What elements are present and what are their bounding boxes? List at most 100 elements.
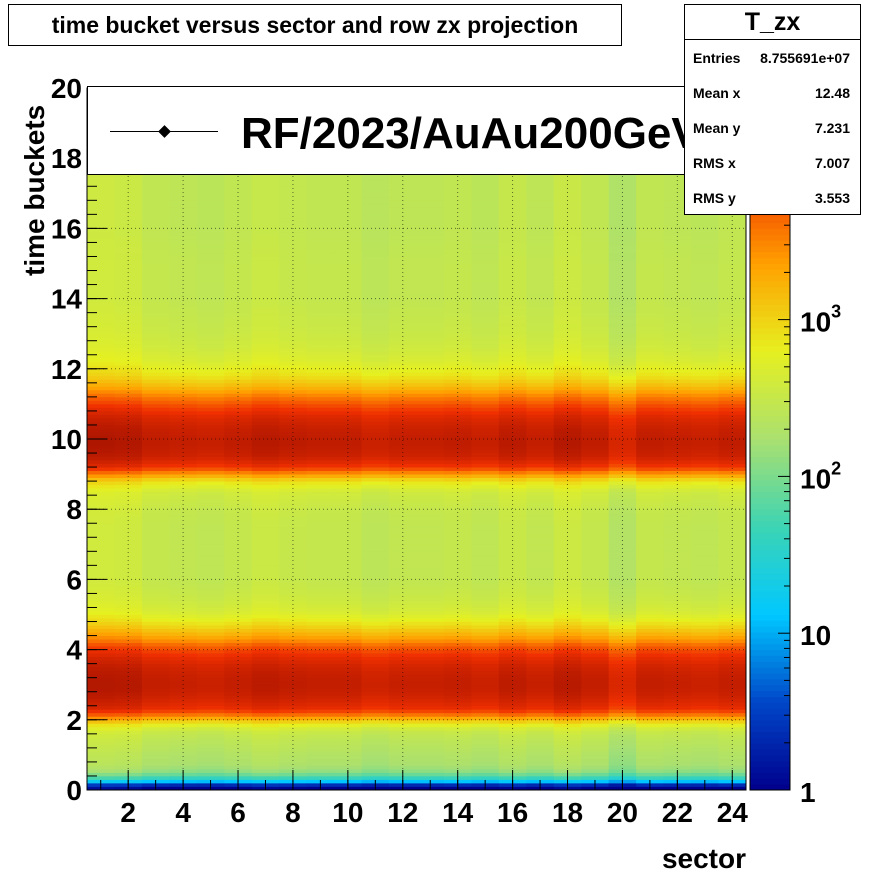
heatmap-cell (608, 495, 637, 500)
heatmap-cell (196, 610, 225, 615)
heatmap-cell (553, 347, 582, 352)
heatmap-cell (196, 277, 225, 282)
heatmap-cell (416, 610, 445, 615)
heatmap-cell (224, 589, 253, 594)
heatmap-cell (608, 203, 637, 208)
heatmap-cell (581, 593, 610, 598)
heatmap-cell (361, 607, 390, 612)
heatmap-cell (87, 726, 115, 731)
heatmap-cell (608, 417, 637, 422)
heatmap-cell (663, 235, 692, 240)
heatmap-cell (718, 344, 747, 349)
heatmap-cell (87, 632, 115, 636)
heatmap-cell (691, 593, 719, 598)
heatmap-cell (581, 747, 610, 752)
heatmap-cell (361, 375, 390, 380)
heatmap-cell (251, 347, 280, 352)
heatmap-cell (114, 259, 143, 264)
heatmap-cell (251, 446, 280, 450)
heatmap-cell (553, 593, 582, 598)
heatmap-cell (306, 386, 335, 391)
heatmap-cell (526, 660, 555, 665)
heatmap-cell (498, 224, 527, 229)
heatmap-cell (691, 312, 719, 317)
heatmap-cell (389, 621, 417, 626)
heatmap-cell (334, 744, 362, 749)
heatmap-cell (361, 568, 390, 573)
heatmap-cell (361, 330, 390, 335)
heatmap-cell (169, 505, 198, 510)
palette-swatch (750, 550, 790, 557)
heatmap-cell (389, 224, 417, 229)
heatmap-cell (663, 751, 692, 756)
heatmap-cell (691, 677, 719, 682)
heatmap-cell (718, 365, 747, 370)
heatmap-cell (636, 361, 665, 366)
heatmap-cell (306, 463, 335, 468)
heatmap-cell (471, 203, 500, 208)
heatmap-cell (361, 417, 390, 422)
heatmap-cell (87, 488, 115, 493)
heatmap-cell (416, 312, 445, 317)
heatmap-cell (718, 635, 747, 640)
heatmap-cell (416, 614, 445, 619)
heatmap-cell (691, 403, 719, 408)
heatmap-cell (526, 295, 555, 299)
heatmap-cell (306, 695, 335, 700)
heatmap-cell (87, 470, 115, 475)
y-tick-label: 16 (51, 213, 82, 244)
heatmap-cell (361, 709, 390, 714)
heatmap-cell (691, 368, 719, 373)
heatmap-cell (471, 740, 500, 745)
heatmap-cell (361, 491, 390, 496)
heatmap-cell (169, 639, 198, 643)
heatmap-cell (141, 491, 170, 496)
heatmap-cell (251, 649, 280, 654)
heatmap-cell (498, 603, 527, 608)
heatmap-cell (251, 323, 280, 328)
heatmap-cell (306, 228, 335, 233)
heatmap-cell (498, 600, 527, 605)
heatmap-cell (251, 281, 280, 285)
heatmap-cell (498, 400, 527, 405)
heatmap-cell (87, 625, 115, 629)
heatmap-cell (553, 309, 582, 314)
heatmap-cell (553, 417, 582, 422)
heatmap-cell (169, 407, 198, 412)
heatmap-cell (87, 424, 115, 429)
heatmap-cell (87, 267, 115, 271)
heatmap-cell (718, 291, 747, 296)
heatmap-cell (251, 740, 280, 745)
heatmap-cell (498, 737, 527, 742)
heatmap-cell (334, 667, 362, 672)
heatmap-cell (114, 519, 143, 524)
heatmap-cell (636, 456, 665, 461)
heatmap-cell (443, 660, 472, 665)
heatmap-cell (334, 639, 362, 643)
heatmap-cell (526, 456, 555, 461)
heatmap-cell (224, 252, 253, 257)
heatmap-cell (334, 340, 362, 345)
heatmap-cell (279, 568, 308, 573)
heatmap-cell (169, 705, 198, 710)
heatmap-cell (87, 403, 115, 408)
heatmap-cell (416, 677, 445, 682)
heatmap-cell (361, 238, 390, 243)
heatmap-cell (169, 337, 198, 342)
heatmap-cell (526, 667, 555, 672)
heatmap-cell (169, 365, 198, 370)
heatmap-cell (636, 245, 665, 250)
heatmap-cell (279, 207, 308, 212)
heatmap-cell (691, 491, 719, 496)
heatmap-cell (251, 231, 280, 236)
heatmap-cell (169, 295, 198, 299)
heatmap-cell (389, 312, 417, 317)
heatmap-cell (169, 316, 198, 321)
heatmap-cell (663, 435, 692, 440)
heatmap-cell (526, 193, 555, 198)
heatmap-cell (718, 340, 747, 345)
heatmap-cell (87, 603, 115, 608)
heatmap-cell (389, 635, 417, 640)
heatmap-cell (389, 593, 417, 598)
heatmap-cell (471, 589, 500, 594)
